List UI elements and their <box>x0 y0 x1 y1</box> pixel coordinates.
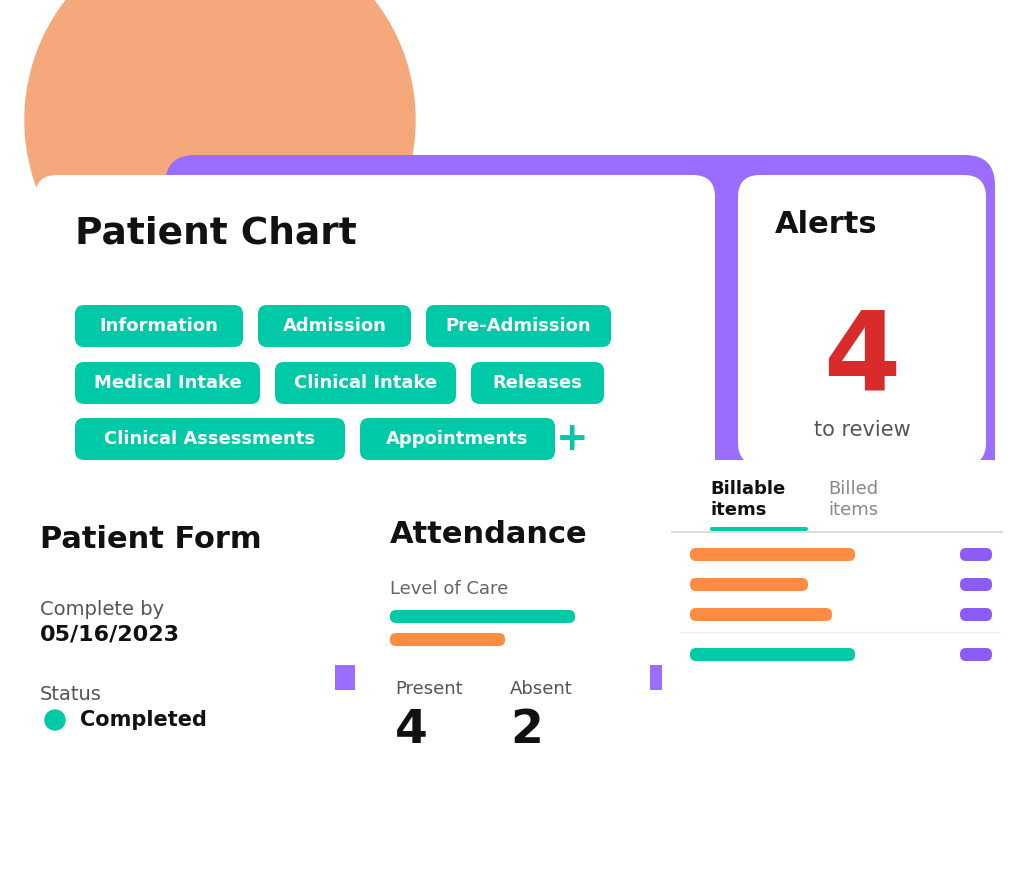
FancyBboxPatch shape <box>275 362 456 404</box>
Text: Releases: Releases <box>493 374 583 392</box>
FancyBboxPatch shape <box>360 418 555 460</box>
Text: Information: Information <box>99 317 218 335</box>
FancyBboxPatch shape <box>961 608 992 621</box>
Text: Billable
items: Billable items <box>710 480 785 519</box>
FancyBboxPatch shape <box>961 648 992 661</box>
Text: Complete by: Complete by <box>40 600 164 619</box>
FancyBboxPatch shape <box>961 578 992 591</box>
Text: Alerts: Alerts <box>775 210 878 239</box>
Text: 4: 4 <box>395 708 428 753</box>
FancyBboxPatch shape <box>75 362 260 404</box>
Text: Medical Intake: Medical Intake <box>93 374 242 392</box>
Text: 2: 2 <box>510 708 543 753</box>
FancyBboxPatch shape <box>471 362 604 404</box>
Text: Present: Present <box>395 680 463 698</box>
FancyBboxPatch shape <box>75 305 243 347</box>
Circle shape <box>45 710 65 730</box>
FancyBboxPatch shape <box>35 175 715 665</box>
FancyBboxPatch shape <box>165 155 995 690</box>
Text: Patient Chart: Patient Chart <box>75 215 356 251</box>
Text: Attendance: Attendance <box>390 520 588 549</box>
Text: Clinical Intake: Clinical Intake <box>294 374 437 392</box>
FancyBboxPatch shape <box>258 305 411 347</box>
FancyBboxPatch shape <box>426 305 611 347</box>
Text: Appointments: Appointments <box>386 430 528 448</box>
FancyBboxPatch shape <box>390 610 575 623</box>
Text: Admission: Admission <box>283 317 386 335</box>
Text: Absent: Absent <box>510 680 572 698</box>
Text: Patient Form: Patient Form <box>40 525 261 554</box>
Text: +: + <box>556 420 589 458</box>
FancyBboxPatch shape <box>961 548 992 561</box>
FancyBboxPatch shape <box>690 648 855 661</box>
Text: Billed
items: Billed items <box>828 480 879 519</box>
Text: Clinical Assessments: Clinical Assessments <box>104 430 315 448</box>
FancyBboxPatch shape <box>662 460 1012 860</box>
FancyBboxPatch shape <box>75 418 345 460</box>
Text: to review: to review <box>814 420 910 440</box>
FancyBboxPatch shape <box>690 578 808 591</box>
Text: Completed: Completed <box>80 710 207 730</box>
Text: Level of Care: Level of Care <box>390 580 508 598</box>
FancyBboxPatch shape <box>690 548 855 561</box>
Text: 4: 4 <box>823 306 901 413</box>
FancyBboxPatch shape <box>5 490 335 860</box>
FancyBboxPatch shape <box>710 527 808 531</box>
FancyBboxPatch shape <box>690 608 831 621</box>
Circle shape <box>25 0 415 315</box>
FancyBboxPatch shape <box>355 490 650 860</box>
Text: 05/16/2023: 05/16/2023 <box>40 625 180 645</box>
Text: Status: Status <box>40 685 101 704</box>
FancyBboxPatch shape <box>738 175 986 465</box>
FancyBboxPatch shape <box>390 633 505 646</box>
Text: Pre-Admission: Pre-Admission <box>445 317 591 335</box>
